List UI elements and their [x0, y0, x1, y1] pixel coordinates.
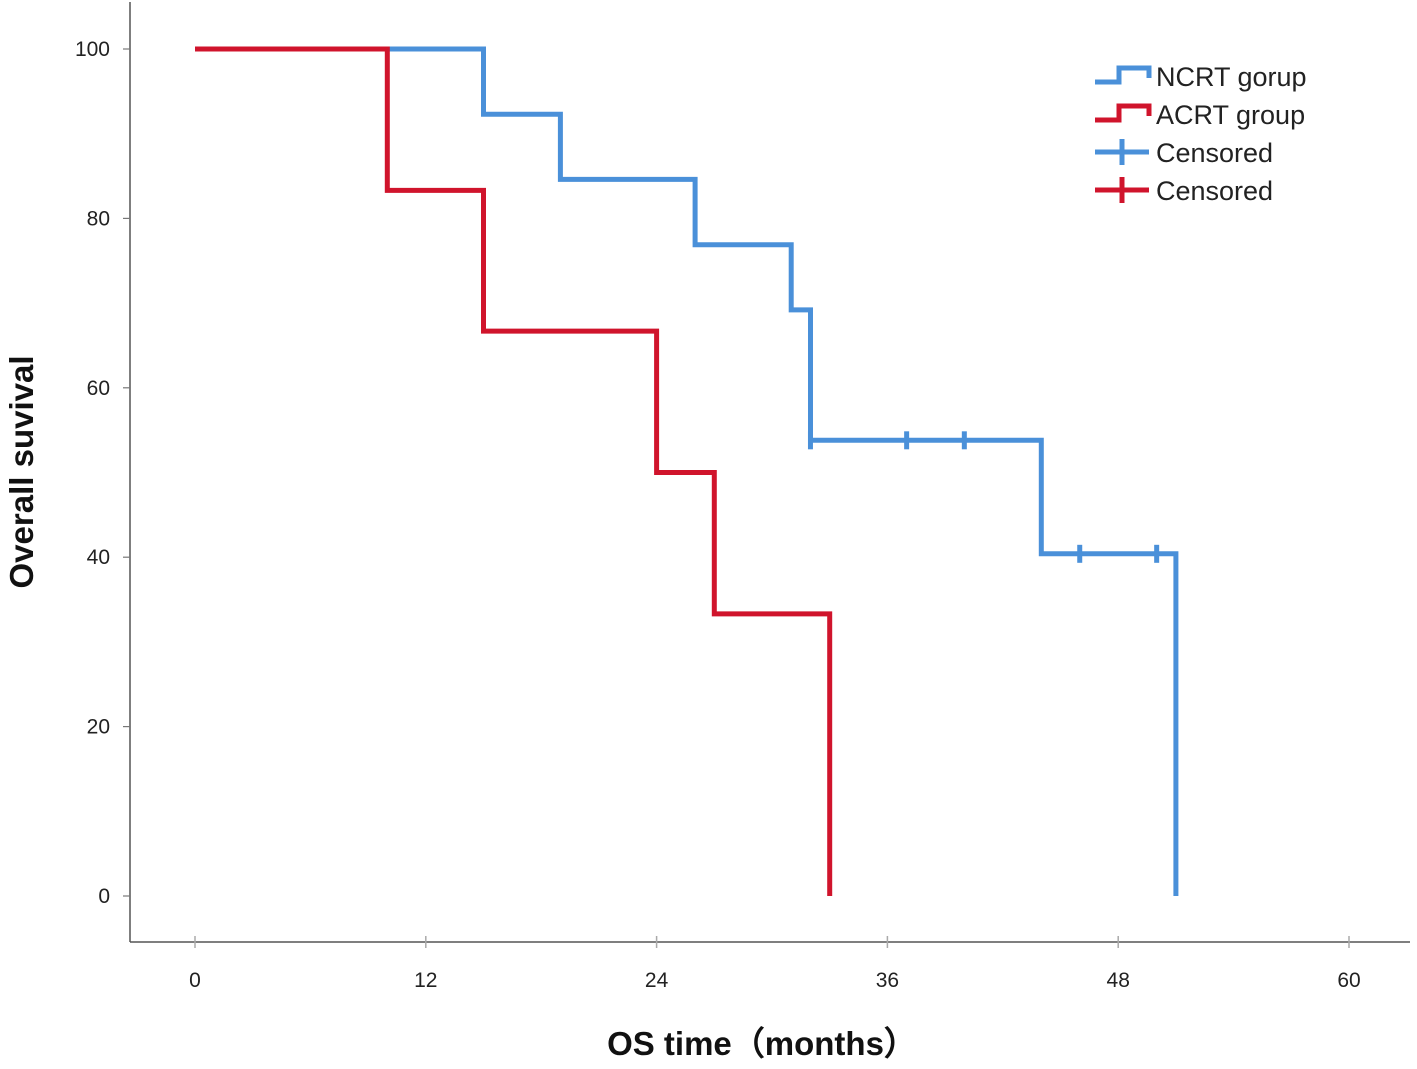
- x-tick-label: 0: [189, 969, 201, 992]
- x-axis-ticks: 0 12 24 36 48 60: [189, 936, 1361, 992]
- x-tick-label: 60: [1337, 969, 1360, 992]
- y-axis-ticks: 0 20 40 60 80 100: [75, 38, 130, 908]
- x-axis-title: OS time（months）: [607, 1025, 917, 1062]
- x-tick-label: 24: [645, 969, 669, 992]
- y-tick-label: 40: [87, 546, 110, 569]
- series-line-1: [195, 46, 833, 896]
- series-line-0: [195, 46, 1179, 896]
- legend-label: ACRT group: [1156, 100, 1305, 130]
- legend-swatch-line: [1095, 103, 1152, 123]
- x-tick-label: 36: [876, 969, 899, 992]
- y-tick-label: 0: [98, 885, 110, 908]
- legend-label: Censored: [1156, 176, 1273, 206]
- y-tick-label: 60: [87, 377, 110, 400]
- legend-swatch-line: [1095, 65, 1152, 85]
- x-tick-label: 12: [414, 969, 437, 992]
- y-axis-title: Overall suvival: [3, 356, 40, 589]
- legend-label: NCRT gorup: [1156, 62, 1307, 92]
- x-tick-label: 48: [1107, 969, 1130, 992]
- y-tick-label: 20: [87, 716, 110, 739]
- series-layer: [195, 46, 1179, 896]
- y-tick-label: 80: [87, 207, 110, 230]
- legend: NCRT gorup ACRT group Censored Censored: [1095, 62, 1307, 206]
- y-tick-label: 100: [75, 38, 110, 61]
- legend-label: Censored: [1156, 138, 1273, 168]
